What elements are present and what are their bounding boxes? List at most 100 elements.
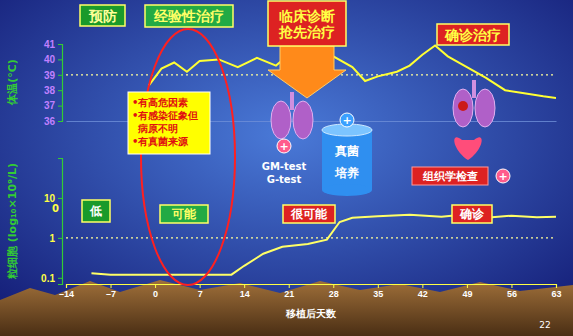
lung-icon bbox=[475, 89, 495, 127]
criteria-box bbox=[128, 92, 210, 154]
tick: 10 bbox=[44, 193, 62, 204]
tick-mark bbox=[556, 284, 557, 288]
tick-mark bbox=[58, 90, 62, 91]
tissue-icon bbox=[454, 137, 481, 160]
criteria-item: •有真菌来源 bbox=[132, 136, 189, 147]
tick: 7 bbox=[198, 284, 203, 299]
tick-mark bbox=[58, 75, 62, 76]
x-axis-days-line bbox=[67, 285, 557, 289]
tick-mark bbox=[58, 238, 62, 239]
test-label: GM-test bbox=[262, 161, 307, 172]
tick-label: 21 bbox=[284, 289, 294, 299]
page-number: 22 bbox=[539, 320, 550, 330]
tick-mark bbox=[58, 198, 62, 199]
tick-label: 0.1 bbox=[41, 273, 55, 284]
risk-level-box bbox=[160, 205, 208, 223]
risk-level: 确诊 bbox=[459, 207, 485, 221]
tick-mark bbox=[66, 284, 67, 288]
axis-title: 体温(°C) bbox=[6, 59, 19, 106]
plus-icon bbox=[496, 169, 510, 183]
lung-icon bbox=[290, 92, 294, 110]
tick-mark bbox=[333, 284, 334, 288]
tick-mark bbox=[422, 284, 423, 288]
lung-icon bbox=[271, 101, 291, 139]
tick-label: 10 bbox=[44, 193, 56, 204]
tick-label: 41 bbox=[44, 39, 56, 50]
test-label: G-test bbox=[267, 174, 302, 185]
criteria-item: •有感染征象但 bbox=[132, 110, 198, 121]
tick: 0.1 bbox=[41, 273, 62, 284]
tick: 39 bbox=[44, 70, 62, 81]
tick: 21 bbox=[284, 284, 294, 299]
tick: 36 bbox=[44, 116, 62, 127]
criteria-item: 病原不明 bbox=[137, 123, 178, 134]
tick-label: 38 bbox=[44, 85, 56, 96]
phase-label: 抢先治疗 bbox=[278, 24, 335, 40]
criteria-item: •有高危因素 bbox=[132, 97, 188, 108]
tick: 56 bbox=[507, 284, 517, 299]
culture-icon bbox=[322, 184, 372, 196]
plus-icon bbox=[277, 139, 291, 153]
lung-icon bbox=[472, 80, 476, 98]
test-label: 培养 bbox=[334, 166, 359, 180]
risk-level: 很可能 bbox=[290, 207, 328, 221]
tick-mark bbox=[58, 106, 62, 107]
tick-mark bbox=[58, 44, 62, 45]
tick-label: 49 bbox=[462, 289, 472, 299]
tick-label: –14 bbox=[59, 289, 74, 299]
risk-level-box bbox=[452, 205, 492, 223]
plus-icon bbox=[340, 113, 354, 127]
axis-note: 0 bbox=[52, 203, 59, 214]
tick-mark bbox=[111, 284, 112, 288]
slide: 3637383940410.1110–14–707142128354249566… bbox=[0, 0, 573, 336]
tick-label: 39 bbox=[44, 70, 56, 81]
phase-label-box bbox=[437, 24, 509, 45]
threshold-line bbox=[66, 237, 556, 238]
axis-title: 移植后天数 bbox=[285, 308, 337, 319]
tick-label: 7 bbox=[198, 289, 203, 299]
tick-label: 63 bbox=[551, 289, 561, 299]
tick-label: 42 bbox=[418, 289, 428, 299]
plus-sign: + bbox=[498, 170, 507, 183]
lung-icon bbox=[293, 101, 313, 139]
y-axis-temperature-line bbox=[58, 45, 63, 122]
tick: 42 bbox=[418, 284, 428, 299]
lung-icon bbox=[453, 89, 473, 127]
tick-mark bbox=[467, 284, 468, 288]
tick: 14 bbox=[240, 284, 250, 299]
data-line bbox=[149, 46, 556, 98]
tick-mark bbox=[244, 284, 245, 288]
tick: 35 bbox=[373, 284, 383, 299]
tick-label: 35 bbox=[373, 289, 383, 299]
tick: 0 bbox=[153, 284, 158, 299]
tick: 41 bbox=[44, 39, 62, 50]
tick: 1 bbox=[49, 233, 62, 244]
y-axis-granulocyte: 0.1 1 10 bbox=[41, 159, 62, 285]
y-axis-temperature: 36 37 38 39 40 41 bbox=[44, 39, 63, 127]
tick-mark bbox=[58, 59, 62, 60]
tick-label: 56 bbox=[507, 289, 517, 299]
risk-level: 可能 bbox=[171, 207, 197, 221]
histology-box bbox=[412, 167, 488, 185]
phase-label-box bbox=[80, 5, 125, 26]
tick-label: 37 bbox=[44, 100, 56, 111]
background bbox=[0, 0, 573, 336]
tick-mark bbox=[511, 284, 512, 288]
plus-sign: + bbox=[279, 140, 288, 153]
tick: 28 bbox=[329, 284, 339, 299]
tick-mark bbox=[378, 284, 379, 288]
tick-mark bbox=[289, 284, 290, 288]
tick-label: 40 bbox=[44, 54, 56, 65]
phase-label: 确诊治疗 bbox=[444, 27, 501, 43]
test-label: 真菌 bbox=[334, 144, 359, 158]
tick-label: 1 bbox=[49, 233, 55, 244]
tick: 38 bbox=[44, 85, 62, 96]
test-label: 组织学检查 bbox=[422, 170, 478, 183]
tick-label: 36 bbox=[44, 116, 56, 127]
risk-level-box bbox=[82, 200, 110, 222]
tick: 37 bbox=[44, 100, 62, 111]
lesion-icon bbox=[458, 101, 468, 111]
tick-mark bbox=[155, 284, 156, 288]
tick: –14 bbox=[59, 284, 74, 299]
tick-label: 14 bbox=[240, 289, 250, 299]
